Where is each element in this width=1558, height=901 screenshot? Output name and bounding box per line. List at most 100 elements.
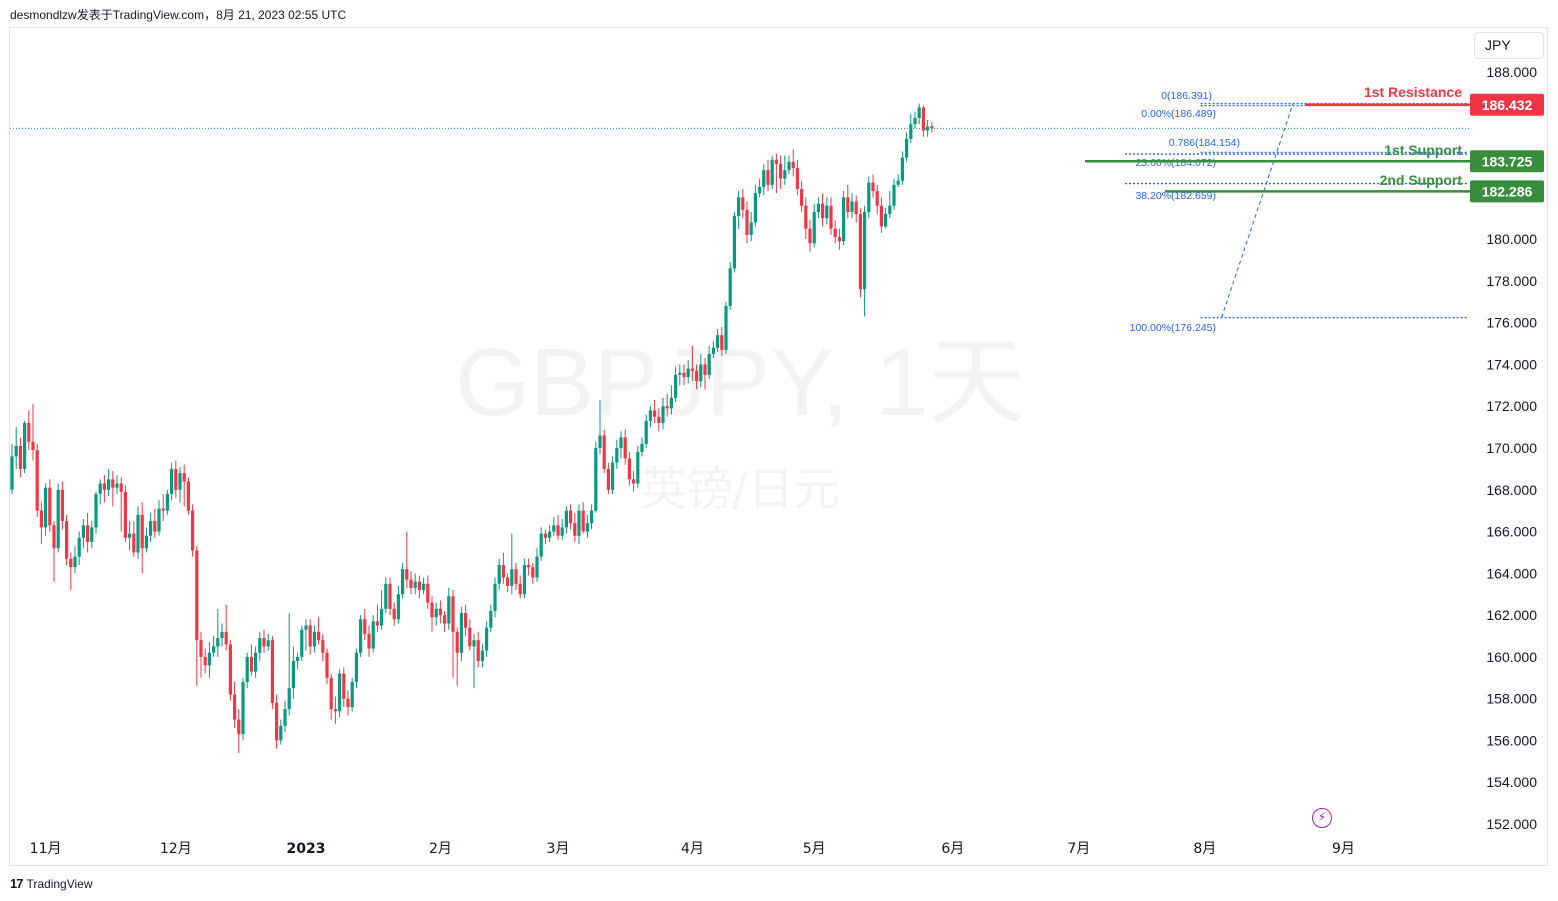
candle-body	[921, 107, 925, 131]
candle-body	[896, 180, 900, 185]
candle-body	[598, 435, 602, 448]
price-tick-label: 172.000	[1486, 398, 1537, 414]
candle-body	[216, 638, 220, 647]
candle-body	[237, 719, 241, 735]
candle-body	[489, 610, 493, 628]
price-tick-label: 158.000	[1486, 691, 1537, 707]
candle-body	[405, 569, 409, 580]
candle-body	[543, 533, 547, 538]
candle-body	[632, 479, 636, 484]
price-tick-label: 152.000	[1486, 816, 1537, 832]
candle-body	[829, 205, 833, 229]
candle-body	[716, 335, 720, 348]
candle-body	[619, 437, 623, 448]
level-price-label: 182.286	[1482, 183, 1533, 199]
candle-body	[783, 170, 787, 179]
level-price-tag	[1470, 150, 1544, 173]
candle-body	[401, 569, 405, 595]
candle-body	[275, 702, 279, 741]
candle-body	[90, 527, 94, 542]
candle-body	[136, 514, 140, 553]
candle-body	[354, 652, 358, 682]
time-axis[interactable]: 11月 12月 2023 2月 3月 4月 5月 6月 7月 8月 9月	[30, 841, 1355, 857]
candle-body	[648, 410, 652, 421]
candle-body	[703, 364, 707, 375]
candle-body	[825, 205, 829, 219]
price-tick-label: 154.000	[1486, 774, 1537, 790]
time-tick-label: 6月	[941, 841, 964, 857]
level-name: 1st Support	[1384, 142, 1462, 158]
candle-body	[560, 527, 564, 536]
candle-body	[661, 406, 665, 423]
price-axis[interactable]: 152.000 154.000 156.000 158.000 160.000 162.0…	[1486, 64, 1537, 832]
candle-body	[119, 483, 123, 492]
candle-body	[686, 368, 690, 377]
level-price-tag	[1470, 180, 1544, 203]
candle-body	[279, 725, 283, 741]
brand-name: TradingView	[26, 876, 93, 891]
candle-body	[380, 608, 384, 626]
candle-body	[157, 508, 161, 532]
candle-body	[724, 305, 728, 350]
candle-body	[493, 583, 497, 611]
candle-body	[149, 521, 153, 536]
candle-body	[787, 161, 791, 171]
candle-body	[81, 525, 85, 538]
time-tick-label: 7月	[1067, 841, 1090, 857]
candle-body	[480, 650, 484, 662]
candle-body	[195, 550, 199, 641]
candle-body	[871, 182, 875, 192]
candle-body	[27, 422, 31, 442]
candle-body	[69, 558, 73, 568]
candle-body	[23, 422, 27, 469]
candle-body	[287, 688, 291, 710]
currency-selector[interactable]: JPY	[1474, 32, 1544, 59]
candle-body	[913, 117, 917, 125]
candle-body	[367, 633, 371, 649]
candle-body	[375, 621, 379, 626]
fib-level-label: 0.786(184.154)	[1169, 137, 1240, 149]
candle-body	[674, 374, 678, 398]
chart-frame	[9, 27, 1548, 866]
candle-body	[791, 161, 795, 169]
candle-body	[539, 533, 543, 557]
fibonacci-retracement[interactable]: 0(186.391) 0.00%(186.489) 0.786(184.154) 23…	[1125, 90, 1468, 334]
candle-body	[888, 205, 892, 215]
candle-body	[665, 406, 669, 409]
candle-body	[31, 441, 35, 451]
candle-body	[371, 621, 375, 649]
candle-body	[245, 656, 249, 682]
candle-body	[123, 491, 127, 538]
level-price-tag	[1470, 93, 1544, 116]
candle-body	[548, 531, 552, 538]
candle-body	[60, 489, 64, 522]
candle-body	[77, 537, 81, 557]
candle-body	[52, 525, 56, 549]
candle-body	[518, 583, 522, 595]
watermark-symbol: GBPJPY, 1天	[455, 329, 1024, 436]
candle-body	[304, 625, 308, 630]
candle-body	[837, 237, 841, 242]
candle-body	[854, 201, 858, 215]
candle-body	[56, 489, 60, 549]
candle-body	[909, 124, 913, 139]
candle-body	[535, 556, 539, 578]
lightning-bolt-icon[interactable]: ⚡	[1312, 808, 1332, 828]
candle-body	[111, 479, 115, 488]
candle-body	[438, 608, 442, 616]
candle-body	[527, 564, 531, 568]
price-tick-label: 180.000	[1486, 231, 1537, 247]
candle-body	[413, 581, 417, 588]
candle-body	[766, 170, 770, 185]
candle-body	[39, 510, 43, 528]
candle-body	[816, 203, 820, 212]
candle-body	[472, 640, 476, 647]
candle-body	[812, 211, 816, 244]
price-tick-label: 160.000	[1486, 649, 1537, 665]
candle-body	[774, 159, 778, 164]
time-tick-label: 11月	[30, 841, 62, 857]
support-resistance-levels[interactable]: 1st Resistance 186.432 1st Support 183.725 2…	[1085, 84, 1544, 203]
candle-body	[107, 479, 111, 490]
time-tick-label: 3月	[547, 841, 570, 857]
